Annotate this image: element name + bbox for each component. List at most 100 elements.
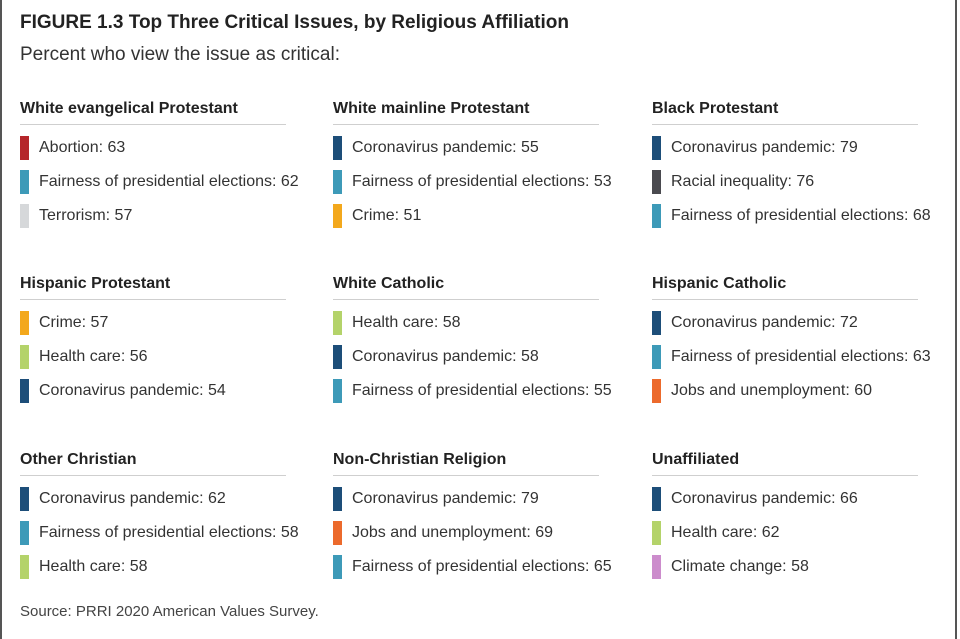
issue-item-coronavirus-pandemic: Coronavirus pandemic: 55	[333, 131, 612, 165]
issue-label: Fairness of presidential elections: 63	[671, 348, 931, 365]
issue-label: Coronavirus pandemic: 79	[352, 490, 539, 507]
color-swatch	[652, 345, 661, 369]
issue-list: Coronavirus pandemic: 66 Health care: 62 C…	[652, 482, 918, 584]
issue-item-abortion: Abortion: 63	[20, 131, 299, 165]
color-swatch	[333, 555, 342, 579]
figure-subtitle: Percent who view the issue as critical:	[20, 44, 340, 65]
issue-item-coronavirus-pandemic: Coronavirus pandemic: 72	[652, 306, 931, 340]
issue-item-coronavirus-pandemic: Coronavirus pandemic: 54	[20, 374, 286, 408]
color-swatch	[652, 555, 661, 579]
issue-item-fairness-of-presidential-elections: Fairness of presidential elections: 62	[20, 165, 299, 199]
issue-list: Health care: 58 Coronavirus pandemic: 58 F…	[333, 306, 612, 408]
color-swatch	[652, 311, 661, 335]
group-title: Hispanic Protestant	[20, 275, 286, 300]
issue-item-fairness-of-presidential-elections: Fairness of presidential elections: 55	[333, 374, 612, 408]
issue-item-fairness-of-presidential-elections: Fairness of presidential elections: 53	[333, 165, 612, 199]
issue-item-jobs-and-unemployment: Jobs and unemployment: 69	[333, 516, 612, 550]
issue-label: Coronavirus pandemic: 62	[39, 490, 226, 507]
group-white-mainline-protestant: White mainline Protestant Coronavirus pan…	[333, 100, 612, 233]
figure-title: FIGURE 1.3 Top Three Critical Issues, by…	[20, 12, 569, 33]
issue-label: Coronavirus pandemic: 72	[671, 314, 858, 331]
issue-label: Jobs and unemployment: 69	[352, 524, 554, 541]
group-white-evangelical-protestant: White evangelical Protestant Abortion: 63…	[20, 100, 299, 233]
color-swatch	[333, 170, 342, 194]
color-swatch	[20, 379, 29, 403]
color-swatch	[652, 487, 661, 511]
issue-item-fairness-of-presidential-elections: Fairness of presidential elections: 63	[652, 340, 931, 374]
color-swatch	[333, 136, 342, 160]
group-title: Hispanic Catholic	[652, 275, 918, 300]
issue-label: Fairness of presidential elections: 53	[352, 173, 612, 190]
color-swatch	[20, 555, 29, 579]
issue-item-coronavirus-pandemic: Coronavirus pandemic: 79	[333, 482, 612, 516]
issue-item-racial-inequality: Racial inequality: 76	[652, 165, 931, 199]
issue-label: Fairness of presidential elections: 65	[352, 558, 612, 575]
group-title: Black Protestant	[652, 100, 918, 125]
issue-label: Jobs and unemployment: 60	[671, 382, 873, 399]
issue-list: Coronavirus pandemic: 72 Fairness of pres…	[652, 306, 931, 408]
group-hispanic-catholic: Hispanic Catholic Coronavirus pandemic: 7…	[652, 275, 931, 408]
issue-label: Fairness of presidential elections: 68	[671, 207, 931, 224]
color-swatch	[20, 170, 29, 194]
color-swatch	[652, 170, 661, 194]
color-swatch	[20, 136, 29, 160]
color-swatch	[333, 487, 342, 511]
issue-item-health-care: Health care: 58	[333, 306, 612, 340]
issue-label: Health care: 62	[671, 524, 780, 541]
issue-label: Health care: 58	[39, 558, 148, 575]
issue-item-fairness-of-presidential-elections: Fairness of presidential elections: 58	[20, 516, 299, 550]
issue-label: Coronavirus pandemic: 79	[671, 139, 858, 156]
group-title: Other Christian	[20, 451, 286, 476]
color-swatch	[333, 204, 342, 228]
issue-item-jobs-and-unemployment: Jobs and unemployment: 60	[652, 374, 931, 408]
group-title: White mainline Protestant	[333, 100, 599, 125]
color-swatch	[652, 204, 661, 228]
issue-label: Health care: 56	[39, 348, 148, 365]
issue-item-coronavirus-pandemic: Coronavirus pandemic: 58	[333, 340, 612, 374]
issue-item-coronavirus-pandemic: Coronavirus pandemic: 62	[20, 482, 299, 516]
group-white-catholic: White Catholic Health care: 58 Coronavirus…	[333, 275, 612, 408]
group-title: Unaffiliated	[652, 451, 918, 476]
color-swatch	[20, 521, 29, 545]
issue-item-health-care: Health care: 58	[20, 550, 299, 584]
issue-label: Crime: 51	[352, 207, 422, 224]
issue-list: Abortion: 63 Fairness of presidential ele…	[20, 131, 299, 233]
group-hispanic-protestant: Hispanic Protestant Crime: 57 Health care:…	[20, 275, 286, 408]
issue-label: Coronavirus pandemic: 58	[352, 348, 539, 365]
issue-label: Coronavirus pandemic: 55	[352, 139, 539, 156]
color-swatch	[20, 487, 29, 511]
color-swatch	[652, 521, 661, 545]
issue-list: Crime: 57 Health care: 56 Coronavirus pand…	[20, 306, 286, 408]
issue-list: Coronavirus pandemic: 79 Jobs and unemplo…	[333, 482, 612, 584]
group-title: Non-Christian Religion	[333, 451, 599, 476]
source-note: Source: PRRI 2020 American Values Survey…	[20, 603, 319, 620]
issue-item-fairness-of-presidential-elections: Fairness of presidential elections: 68	[652, 199, 931, 233]
issue-item-crime: Crime: 51	[333, 199, 612, 233]
issue-label: Racial inequality: 76	[671, 173, 815, 190]
issue-item-fairness-of-presidential-elections: Fairness of presidential elections: 65	[333, 550, 612, 584]
issue-list: Coronavirus pandemic: 55 Fairness of pres…	[333, 131, 612, 233]
issue-label: Crime: 57	[39, 314, 109, 331]
color-swatch	[20, 204, 29, 228]
issue-item-crime: Crime: 57	[20, 306, 286, 340]
color-swatch	[333, 345, 342, 369]
issue-list: Coronavirus pandemic: 79 Racial inequalit…	[652, 131, 931, 233]
issue-item-climate-change: Climate change: 58	[652, 550, 918, 584]
group-black-protestant: Black Protestant Coronavirus pandemic: 79…	[652, 100, 931, 233]
group-unaffiliated: Unaffiliated Coronavirus pandemic: 66 Heal…	[652, 451, 918, 584]
color-swatch	[333, 311, 342, 335]
issue-item-health-care: Health care: 62	[652, 516, 918, 550]
group-title: White Catholic	[333, 275, 599, 300]
group-title: White evangelical Protestant	[20, 100, 286, 125]
color-swatch	[20, 311, 29, 335]
color-swatch	[333, 521, 342, 545]
issue-label: Coronavirus pandemic: 66	[671, 490, 858, 507]
issue-label: Climate change: 58	[671, 558, 809, 575]
issue-label: Abortion: 63	[39, 139, 126, 156]
group-other-christian: Other Christian Coronavirus pandemic: 62 F…	[20, 451, 299, 584]
issue-label: Fairness of presidential elections: 55	[352, 382, 612, 399]
issue-item-coronavirus-pandemic: Coronavirus pandemic: 79	[652, 131, 931, 165]
issue-label: Fairness of presidential elections: 58	[39, 524, 299, 541]
issue-label: Terrorism: 57	[39, 207, 133, 224]
